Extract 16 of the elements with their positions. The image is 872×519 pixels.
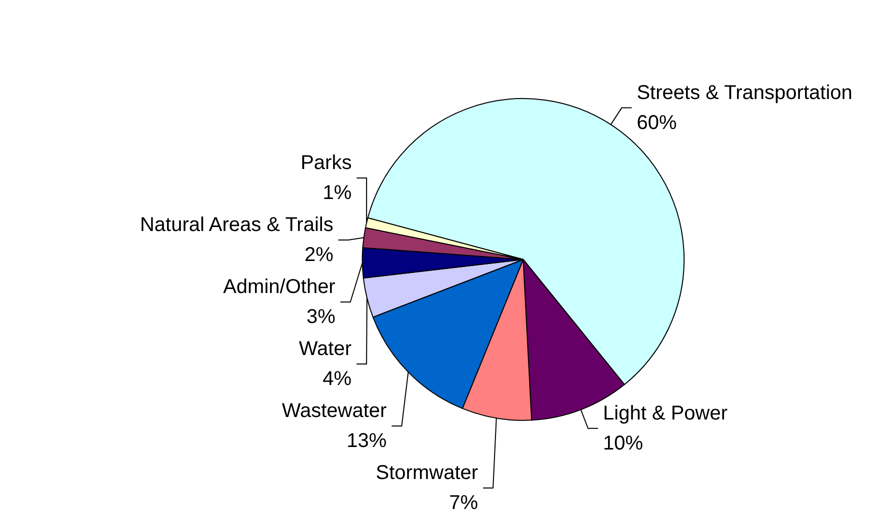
data-label: 1% (322, 182, 352, 204)
data-label: 60% (636, 112, 677, 134)
slice-label: Water (298, 338, 352, 360)
slice-label: Wastewater (282, 400, 388, 422)
slice-label: Streets & Transportation (636, 82, 852, 104)
slice-label: Admin/Other (223, 276, 336, 298)
data-label: 7% (449, 492, 478, 514)
slice-label: Parks (300, 152, 352, 174)
data-label: 4% (322, 368, 352, 390)
slice-label: Natural Areas & Trails (140, 214, 334, 236)
slice-label: Light & Power (603, 402, 728, 424)
data-label: 10% (603, 432, 644, 454)
data-label: 2% (304, 244, 334, 266)
data-label: 3% (306, 306, 336, 328)
slice-label: Stormwater (376, 462, 478, 484)
data-label: 13% (346, 430, 387, 452)
